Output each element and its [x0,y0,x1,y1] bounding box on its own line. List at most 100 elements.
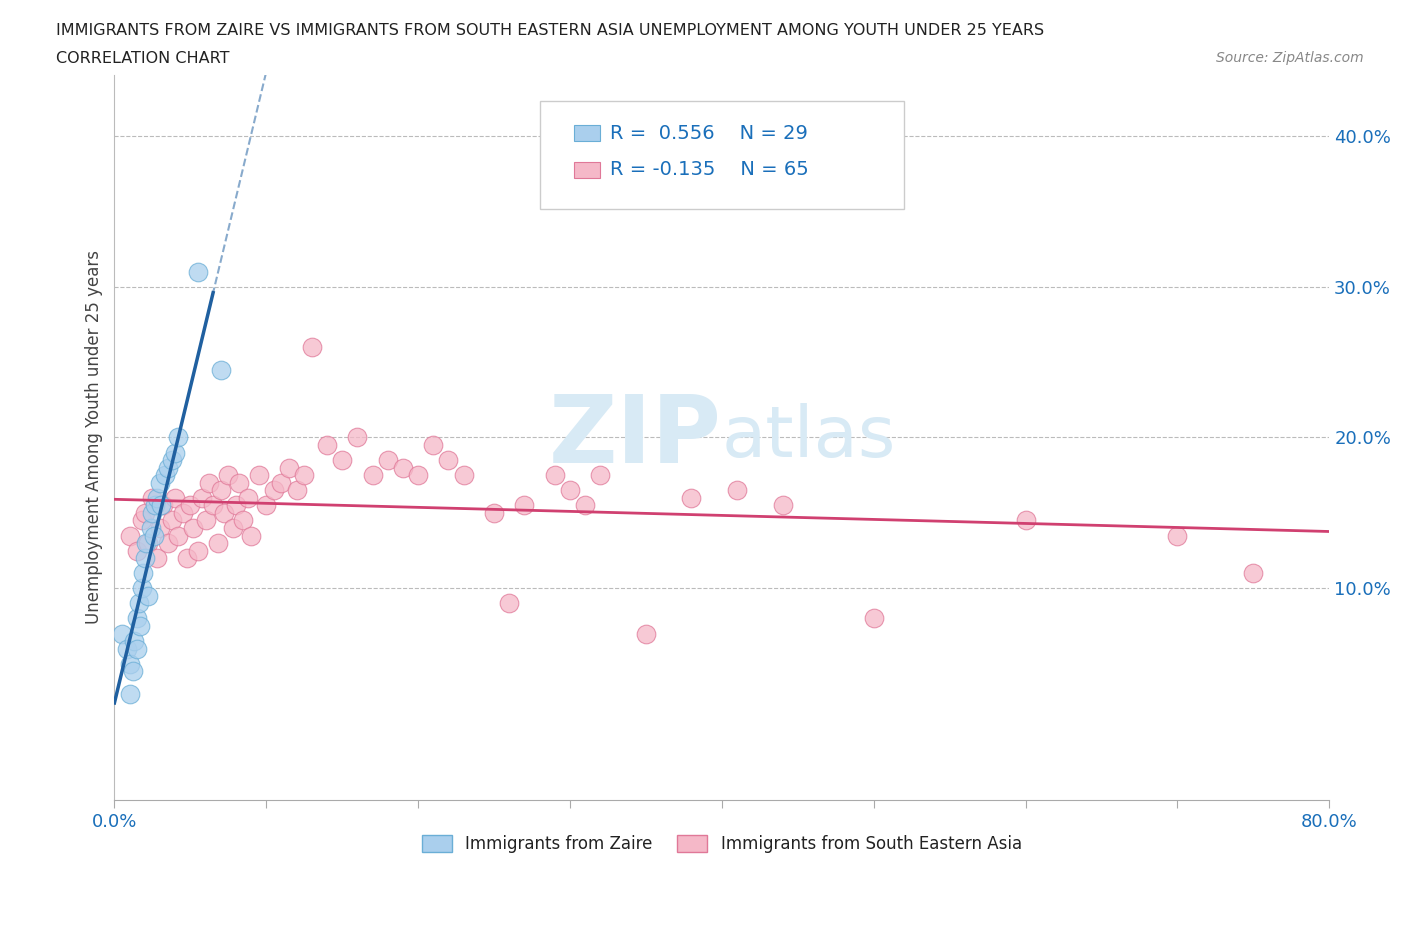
Point [149,521,172,536]
Point [153,468,176,483]
Text: Source: ZipAtlas.com: Source: ZipAtlas.com [1216,51,1364,65]
Point [165,445,187,460]
Point [165,490,187,505]
Point [129,618,152,633]
Point [136,536,159,551]
Point [197,475,219,490]
Point [141,506,163,521]
Point [149,475,172,490]
Point [544,468,567,483]
Point [146,490,169,505]
Point [330,453,353,468]
Point [118,657,141,671]
Point [191,490,214,505]
Point [183,521,205,536]
Text: atlas: atlas [721,403,896,472]
Point [634,626,657,641]
Point [118,528,141,543]
Point [1014,513,1036,528]
Point [209,362,232,377]
Legend: Immigrants from Zaire, Immigrants from South Eastern Asia: Immigrants from Zaire, Immigrants from S… [415,829,1029,860]
FancyBboxPatch shape [540,100,904,209]
Point [346,430,368,445]
Point [136,589,159,604]
Point [128,596,150,611]
Point [207,536,229,551]
Point [681,490,703,505]
Point [240,528,263,543]
Point [145,498,167,512]
Point [146,551,169,565]
Point [270,475,292,490]
Point [301,339,323,354]
Point [222,521,245,536]
Point [152,498,174,512]
Point [135,536,157,551]
Point [217,468,239,483]
Point [254,498,277,512]
Point [574,498,596,512]
Point [134,551,156,565]
Point [209,483,232,498]
Point [160,453,183,468]
Point [361,468,384,483]
Point [167,430,190,445]
Point [131,581,153,596]
Point [115,641,138,656]
Point [316,438,339,453]
Point [156,536,179,551]
Point [772,498,794,512]
Point [498,596,520,611]
Point [172,506,194,521]
Point [131,513,153,528]
Point [862,611,884,626]
Point [232,513,254,528]
Point [212,506,235,521]
Point [156,460,179,475]
Point [134,506,156,521]
Point [187,543,209,558]
Point [422,438,444,453]
Point [1241,565,1264,580]
Point [285,483,308,498]
Point [121,664,143,679]
Text: IMMIGRANTS FROM ZAIRE VS IMMIGRANTS FROM SOUTH EASTERN ASIA UNEMPLOYMENT AMONG Y: IMMIGRANTS FROM ZAIRE VS IMMIGRANTS FROM… [56,23,1045,38]
FancyBboxPatch shape [574,162,600,178]
Point [187,264,209,279]
Point [179,498,201,512]
Point [150,498,173,512]
Point [1166,528,1188,543]
Point [725,483,748,498]
Text: R = -0.135    N = 65: R = -0.135 N = 65 [610,160,808,179]
Point [141,490,163,505]
Point [392,460,415,475]
Point [589,468,612,483]
Point [453,468,475,483]
Point [127,611,149,626]
Point [127,641,149,656]
Point [228,475,250,490]
Point [160,513,183,528]
Point [167,528,190,543]
Y-axis label: Unemployment Among Youth under 25 years: Unemployment Among Youth under 25 years [86,250,103,624]
Point [263,483,285,498]
Point [194,513,217,528]
Text: ZIP: ZIP [548,392,721,484]
Point [292,468,315,483]
Point [247,468,270,483]
Point [122,633,145,648]
Text: CORRELATION CHART: CORRELATION CHART [56,51,229,66]
Point [142,528,165,543]
FancyBboxPatch shape [574,126,600,141]
Point [139,521,162,536]
Point [406,468,429,483]
Point [127,543,149,558]
Point [437,453,460,468]
Point [176,551,198,565]
Point [278,460,301,475]
Point [225,498,247,512]
Point [132,565,155,580]
Point [558,483,581,498]
Text: R =  0.556    N = 29: R = 0.556 N = 29 [610,124,808,143]
Point [377,453,399,468]
